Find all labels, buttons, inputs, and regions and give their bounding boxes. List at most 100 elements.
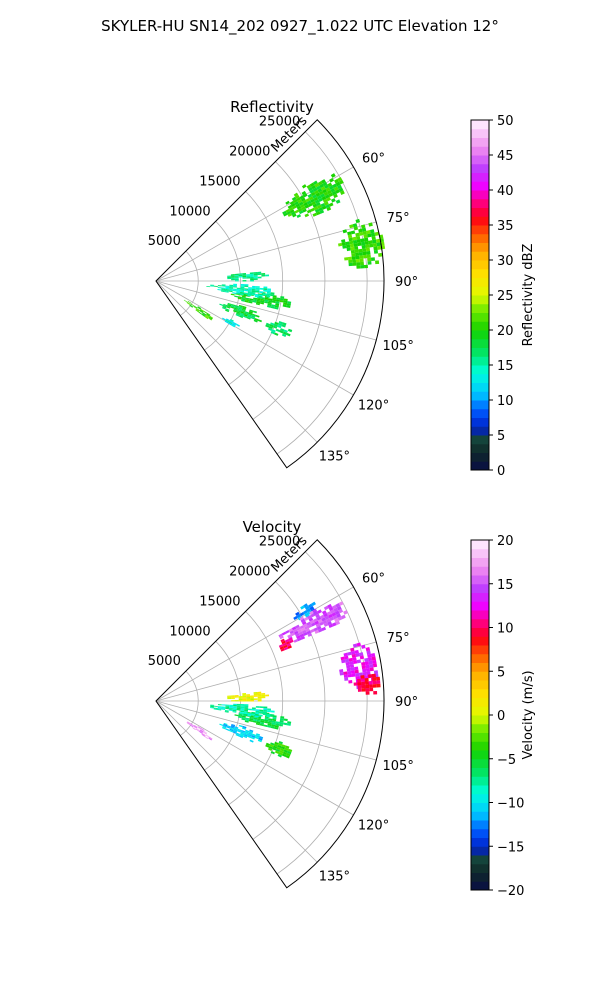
echo-cell <box>261 694 266 697</box>
echo-cell <box>280 648 285 652</box>
echo-cell <box>358 652 364 657</box>
echo-cell <box>309 189 315 194</box>
echo-cell <box>253 275 258 277</box>
echo-cell <box>303 202 309 207</box>
colorbar-swatch <box>471 400 489 410</box>
echo-cell <box>364 681 370 685</box>
echo-cell <box>213 705 218 708</box>
echo-cell <box>300 636 306 640</box>
echo-cell <box>227 276 232 279</box>
echo-cell <box>224 291 229 293</box>
echo-cell <box>286 643 292 647</box>
echo-cell <box>234 280 239 282</box>
echo-cell <box>255 302 260 306</box>
echo-cell <box>330 173 336 178</box>
echo-cell <box>347 231 352 236</box>
echo-cell <box>233 703 238 706</box>
echo-cell <box>286 210 292 215</box>
echo-cell <box>274 741 279 745</box>
echo-cell <box>331 190 337 196</box>
echo-cell <box>267 723 272 727</box>
echo-cell <box>250 276 254 279</box>
echo-cell <box>280 328 285 332</box>
echo-cell <box>234 274 239 277</box>
colorbar-swatch <box>471 592 489 602</box>
echo-cell <box>352 262 357 266</box>
echo-cell <box>254 715 259 718</box>
echo-cell <box>229 284 234 287</box>
colorbar-swatch <box>471 548 489 558</box>
echo-cell <box>285 200 290 205</box>
echo-cell <box>231 276 235 278</box>
echo-cell <box>312 187 318 192</box>
echo-cell <box>350 670 356 674</box>
echo-cell <box>364 237 369 242</box>
echo-cell <box>368 674 373 678</box>
echo-cell <box>323 605 329 611</box>
echo-cell <box>255 290 260 293</box>
echo-cell <box>255 733 261 737</box>
echo-cell <box>247 291 252 294</box>
echo-cell <box>361 665 366 670</box>
echo-cell <box>183 299 188 303</box>
echo-cell <box>279 719 284 723</box>
echo-cell <box>257 276 262 279</box>
echo-cell <box>230 273 235 276</box>
echo-cell <box>349 240 354 245</box>
velocity-title: Velocity <box>243 518 302 536</box>
echo-cell <box>242 697 247 699</box>
colorbar-tick-label: 20 <box>497 534 514 549</box>
echo-cell <box>246 698 251 701</box>
echo-cell <box>236 288 241 291</box>
echo-cell <box>240 710 245 713</box>
reflectivity-colorbar: 0 5 10 15 20 25 30 35 40 45 50 Reflectivity dBZ <box>470 114 536 479</box>
echo-cell <box>250 696 254 699</box>
echo-cell <box>267 303 272 307</box>
echo-cell <box>275 723 280 726</box>
colorbar-swatch <box>471 251 489 261</box>
echo-cell <box>295 633 300 637</box>
echo-cell <box>232 708 237 711</box>
azimuth-tick-label: 90° <box>395 275 418 290</box>
echo-cell <box>352 259 357 263</box>
echo-cell <box>309 619 315 625</box>
echo-region <box>265 741 293 759</box>
echo-cell <box>362 251 367 256</box>
echo-cell <box>264 299 269 302</box>
range-tick-label: 25000 <box>259 535 300 550</box>
echo-cell <box>221 707 226 709</box>
colorbar-swatch <box>471 277 489 287</box>
echo-cell <box>200 728 205 732</box>
echo-cell <box>231 277 235 280</box>
range-tick-label: 10000 <box>169 204 210 219</box>
colorbar-swatch <box>471 820 489 830</box>
echo-cell <box>259 302 265 305</box>
echo-cell <box>289 200 295 205</box>
echo-cell <box>213 285 218 288</box>
echo-cell <box>253 695 258 697</box>
echo-cell <box>358 251 363 256</box>
echo-cell <box>227 303 232 307</box>
echo-cell <box>355 235 361 240</box>
echo-cell <box>327 182 333 188</box>
echo-cell <box>272 296 277 300</box>
echo-cell <box>364 657 369 662</box>
echo-cell <box>223 722 228 726</box>
echo-cell <box>306 608 311 613</box>
echo-cell <box>208 736 213 740</box>
azimuth-gridline <box>155 641 377 702</box>
echo-cell <box>287 301 292 304</box>
reflectivity-panel: Reflectivity 500010000150002000025000Met… <box>148 98 536 479</box>
echo-cell <box>253 297 258 300</box>
echo-cell <box>255 734 260 738</box>
echo-cell <box>242 305 247 309</box>
echo-cell <box>242 698 247 701</box>
echo-cell <box>274 305 279 308</box>
echo-cell <box>236 708 241 711</box>
echo-cell <box>206 285 211 288</box>
colorbar-tick-label: 45 <box>497 149 514 164</box>
colorbar-swatch <box>471 373 489 383</box>
echo-cell <box>266 295 271 298</box>
echo-cell <box>225 308 230 311</box>
echo-cell <box>264 719 269 722</box>
